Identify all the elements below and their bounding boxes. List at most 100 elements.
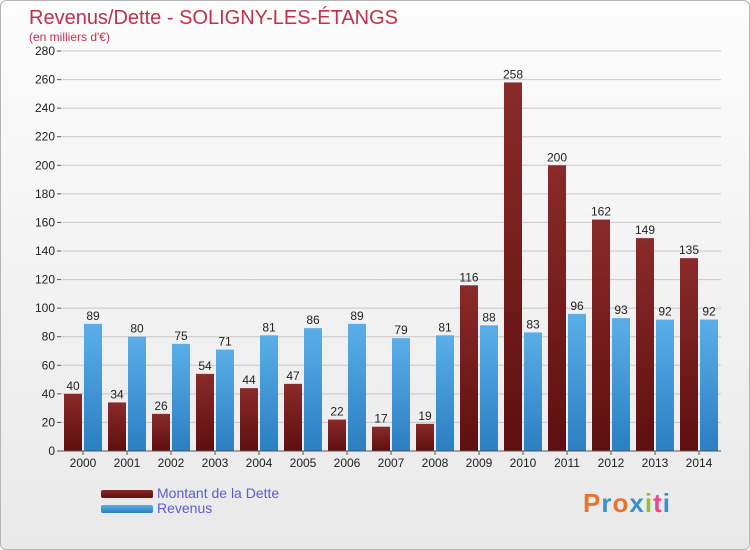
logo-letter: i: [644, 488, 654, 518]
bar-revenus: [436, 335, 454, 451]
x-tick-label: 2010: [510, 456, 537, 470]
data-label: 89: [86, 309, 100, 323]
data-label: 200: [547, 150, 567, 164]
y-tick-label: 240: [35, 101, 55, 115]
bar-revenus: [392, 338, 410, 451]
logo-letter: i: [662, 488, 671, 518]
data-label: 26: [154, 399, 168, 413]
data-label: 34: [110, 387, 124, 401]
bar-dette: [680, 258, 698, 451]
x-axis-ticks: 2000 2001 2002 2003 2004 2005 2006 2007 2008 2009…: [70, 451, 713, 470]
y-tick-label: 40: [42, 387, 56, 401]
logo-letter: r: [601, 488, 613, 518]
logo-letter: x: [629, 488, 645, 518]
bar-dette: [328, 419, 346, 451]
data-label: 19: [418, 409, 432, 423]
y-tick-label: 160: [35, 215, 55, 229]
data-label: 92: [658, 305, 672, 319]
data-label: 79: [394, 323, 408, 337]
bars: [64, 82, 718, 452]
data-label: 88: [482, 310, 496, 324]
data-label: 258: [503, 67, 523, 81]
x-tick-label: 2007: [378, 456, 405, 470]
legend-swatch-dette: [101, 490, 153, 498]
x-tick-label: 2005: [290, 456, 317, 470]
data-label: 54: [198, 359, 212, 373]
bar-revenus: [656, 319, 674, 451]
bar-dette: [108, 402, 126, 451]
data-label: 86: [306, 313, 320, 327]
y-tick-label: 280: [35, 44, 55, 58]
x-tick-label: 2009: [466, 456, 493, 470]
x-tick-label: 2014: [686, 456, 713, 470]
x-tick-label: 2008: [422, 456, 449, 470]
data-label: 75: [174, 329, 188, 343]
bar-revenus: [612, 318, 630, 451]
x-tick-label: 2002: [158, 456, 185, 470]
bar-revenus: [260, 335, 278, 451]
y-tick-label: 60: [42, 358, 56, 372]
data-label: 81: [262, 320, 276, 334]
data-label: 93: [614, 303, 628, 317]
logo-letter: o: [612, 488, 630, 518]
grid-lines: [61, 50, 721, 423]
bar-dette: [196, 373, 214, 451]
bar-revenus: [568, 313, 586, 451]
bar-dette: [152, 413, 170, 451]
logo-letter: t: [653, 488, 663, 518]
data-label: 44: [242, 373, 256, 387]
y-tick-label: 180: [35, 187, 55, 201]
bar-revenus: [172, 343, 190, 451]
data-label: 116: [459, 270, 478, 284]
data-label: 71: [218, 335, 232, 349]
bar-dette: [504, 82, 522, 451]
bar-revenus: [700, 319, 718, 451]
bar-revenus: [216, 349, 234, 451]
y-tick-label: 140: [35, 244, 55, 258]
bar-dette: [460, 285, 478, 451]
chart-title: Revenus/Dette - SOLIGNY-LES-ÉTANGS: [29, 7, 399, 29]
y-tick-label: 120: [35, 273, 55, 287]
bar-dette: [636, 238, 654, 451]
bar-revenus: [524, 332, 542, 451]
x-tick-label: 2012: [598, 456, 625, 470]
bar-revenus: [348, 323, 366, 451]
logo-letter: P: [583, 488, 602, 518]
bar-revenus: [84, 323, 102, 451]
y-tick-label: 0: [48, 444, 55, 458]
data-label: 96: [570, 299, 584, 313]
x-tick-label: 2011: [554, 456, 580, 470]
bar-dette: [372, 426, 390, 451]
x-tick-label: 2006: [334, 456, 361, 470]
y-tick-label: 20: [42, 415, 56, 429]
proxiti-logo: Proxiti: [583, 488, 671, 519]
data-labels: 40 89 34 80 26 75 54 71 44 81 47 86 22 89 17 79 19 81 116 8…: [66, 67, 716, 425]
bar-dette: [592, 219, 610, 451]
bar-dette: [284, 383, 302, 451]
data-label: 40: [66, 379, 80, 393]
y-tick-label: 200: [35, 158, 55, 172]
bar-dette: [548, 165, 566, 452]
bar-dette: [240, 388, 258, 451]
x-tick-label: 2004: [246, 456, 273, 470]
y-axis-ticks: 0 20 40 60 80 100 120 140 160 180 200 220 240 260 280: [35, 44, 61, 458]
data-label: 17: [374, 412, 388, 426]
x-tick-label: 2013: [642, 456, 669, 470]
bar-dette: [64, 393, 82, 451]
legend-label-revenus: Revenus: [157, 500, 213, 516]
y-tick-label: 260: [35, 73, 55, 87]
y-tick-label: 100: [35, 301, 55, 315]
bar-revenus: [480, 325, 498, 451]
legend-swatch-revenus: [101, 505, 153, 513]
y-tick-label: 80: [42, 330, 56, 344]
x-tick-label: 2003: [202, 456, 229, 470]
data-label: 89: [350, 309, 364, 323]
data-label: 80: [130, 322, 144, 336]
legend-label-dette: Montant de la Dette: [157, 485, 280, 501]
data-label: 47: [286, 369, 300, 383]
bar-revenus: [304, 328, 322, 451]
data-label: 81: [438, 320, 452, 334]
data-label: 135: [679, 243, 699, 257]
data-label: 22: [330, 405, 344, 419]
